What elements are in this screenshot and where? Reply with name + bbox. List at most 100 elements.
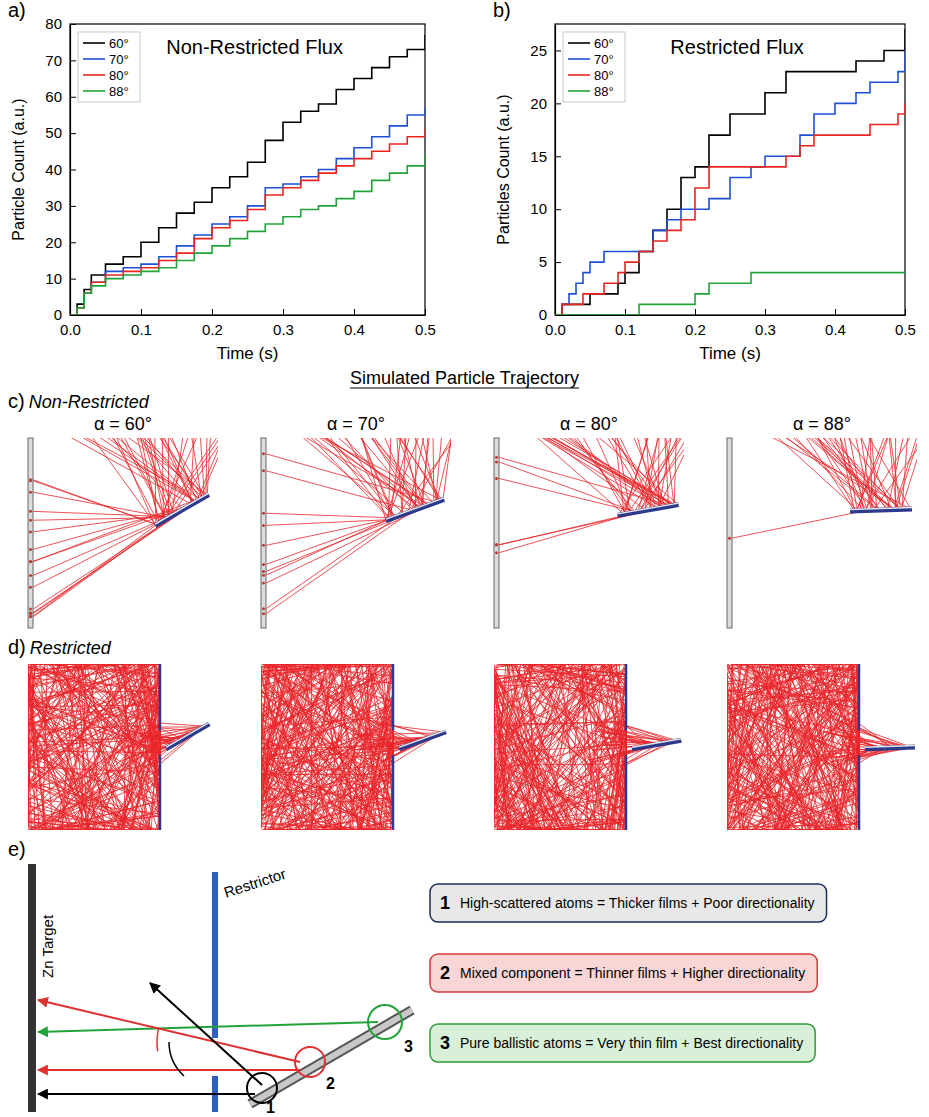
trajectory bbox=[28, 680, 88, 830]
legend-swatch bbox=[83, 74, 105, 76]
tick-mark bbox=[70, 279, 76, 280]
tick-mark bbox=[70, 242, 76, 243]
y-axis-title: Particle Count (a.u.) bbox=[10, 98, 27, 240]
chart: 0.00.10.20.30.40.501020304050607080Non-R… bbox=[8, 0, 436, 363]
trajectory bbox=[162, 438, 163, 521]
trajectory bbox=[121, 690, 160, 830]
trajectory bbox=[28, 664, 65, 680]
trajectory bbox=[743, 664, 782, 830]
tick-mark bbox=[283, 309, 284, 315]
tick-mark bbox=[695, 309, 696, 315]
trajectory bbox=[494, 664, 616, 792]
tick-label: 0.0 bbox=[545, 321, 566, 338]
legend-label: 60° bbox=[594, 36, 614, 51]
panel-letter: b) bbox=[493, 0, 511, 21]
trajectory bbox=[822, 438, 880, 510]
tick-label: 0.2 bbox=[685, 321, 706, 338]
trajectory bbox=[28, 763, 160, 788]
impact-dot bbox=[29, 519, 32, 522]
substrate bbox=[399, 732, 446, 749]
tick: 25 bbox=[530, 42, 561, 59]
trajectory bbox=[519, 819, 626, 830]
trajectory bbox=[494, 802, 511, 830]
simulation-row: c)Non-Restrictedα = 60°α = 70°α = 80°α =… bbox=[8, 390, 927, 628]
impact-dot bbox=[262, 469, 265, 472]
trajectory bbox=[557, 438, 677, 505]
trajectory bbox=[494, 664, 532, 744]
trajectory bbox=[98, 438, 196, 502]
tick-label: 20 bbox=[45, 234, 62, 251]
impact-dot bbox=[29, 560, 32, 563]
tick-label: 0.1 bbox=[615, 321, 636, 338]
tick: 0.5 bbox=[415, 309, 436, 338]
target bbox=[28, 438, 33, 628]
trajectory bbox=[727, 664, 852, 830]
trajectory bbox=[207, 438, 210, 495]
trajectory bbox=[57, 664, 85, 830]
trajectory bbox=[28, 801, 120, 830]
impact-dot bbox=[262, 607, 265, 610]
trajectory bbox=[264, 664, 329, 830]
tick: 10 bbox=[45, 270, 76, 287]
trajectory bbox=[142, 664, 160, 798]
legend-label: 60° bbox=[109, 36, 129, 51]
trajectory bbox=[559, 664, 599, 665]
trajectory bbox=[520, 664, 626, 711]
impact-dot bbox=[495, 477, 498, 480]
trajectory bbox=[829, 438, 900, 509]
trajectory bbox=[421, 438, 430, 508]
tick: 0.1 bbox=[131, 309, 152, 338]
trajectory bbox=[783, 438, 896, 509]
tick-label: 15 bbox=[530, 148, 547, 165]
trajectory bbox=[261, 704, 393, 778]
target bbox=[261, 438, 266, 628]
trajectory bbox=[494, 713, 626, 830]
series-line bbox=[555, 103, 905, 315]
tick: 20 bbox=[45, 234, 76, 251]
trajectory bbox=[847, 438, 900, 509]
tick-mark bbox=[625, 309, 626, 315]
tick-mark bbox=[555, 50, 561, 51]
trajectory bbox=[45, 698, 160, 830]
plot-lines bbox=[70, 35, 425, 315]
trajectory bbox=[340, 664, 355, 665]
impact-dot bbox=[495, 551, 498, 554]
legend-box bbox=[563, 32, 625, 102]
substrate bbox=[386, 499, 444, 520]
trajectory bbox=[28, 667, 160, 728]
trajectory bbox=[832, 664, 859, 815]
tick-mark bbox=[555, 262, 561, 263]
tick-label: 0 bbox=[54, 306, 62, 323]
trajectory bbox=[120, 438, 166, 519]
series-line bbox=[70, 108, 425, 315]
impact-dot bbox=[262, 452, 265, 455]
trajectory bbox=[67, 664, 88, 830]
trajectory bbox=[199, 438, 218, 500]
tick-label: 0.4 bbox=[344, 321, 365, 338]
trajectory-panel bbox=[261, 436, 457, 628]
trajectory bbox=[727, 779, 859, 806]
angle-label: α = 70° bbox=[327, 414, 385, 434]
trajectory bbox=[634, 438, 683, 512]
impact-dot bbox=[262, 574, 265, 577]
impact-dot bbox=[29, 615, 32, 618]
impact-dot bbox=[728, 537, 731, 540]
tick-label: 0.3 bbox=[755, 321, 776, 338]
trajectory bbox=[28, 669, 160, 816]
tick-label: 0.3 bbox=[273, 321, 294, 338]
tick-mark bbox=[555, 103, 561, 104]
tick-mark bbox=[141, 309, 142, 315]
trajectories bbox=[28, 664, 208, 830]
trajectory bbox=[510, 707, 626, 830]
tick-label: 0.1 bbox=[131, 321, 152, 338]
trajectory bbox=[822, 438, 902, 509]
trajectory bbox=[28, 664, 132, 709]
trajectory bbox=[590, 664, 603, 830]
trajectory bbox=[894, 438, 917, 510]
row-label: Restricted bbox=[30, 638, 112, 658]
trajectory bbox=[532, 830, 549, 831]
trajectory bbox=[727, 807, 778, 830]
trajectory bbox=[269, 830, 326, 831]
impact-dot bbox=[29, 615, 32, 618]
trajectory bbox=[261, 782, 348, 830]
